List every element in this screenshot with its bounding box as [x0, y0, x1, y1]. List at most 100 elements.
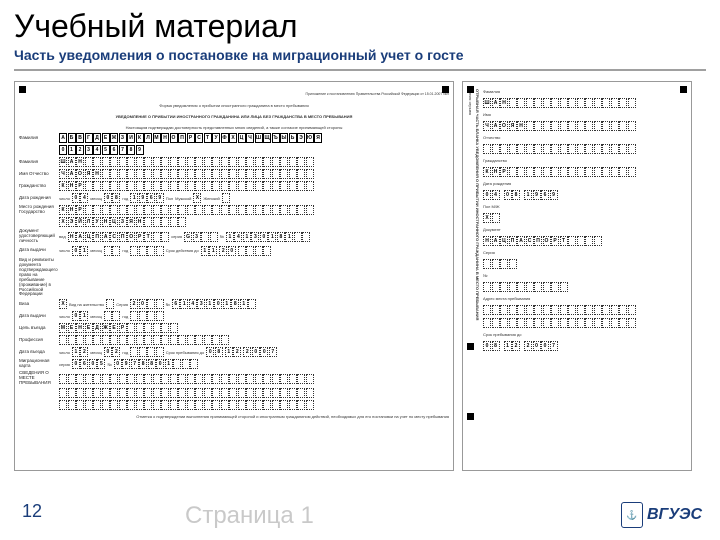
cell	[517, 144, 525, 154]
form-row: Дата рождениячисло04месяц08год1969ПолМуж…	[19, 193, 449, 203]
cell	[110, 388, 118, 398]
cell	[611, 305, 619, 315]
cell	[139, 311, 147, 321]
cell: 2	[243, 347, 251, 357]
option-label: Мужской	[175, 196, 191, 201]
cell	[577, 236, 585, 246]
cell	[119, 335, 127, 345]
segment-label: серия	[171, 234, 182, 239]
cell	[127, 157, 135, 167]
cell	[127, 205, 135, 215]
cell	[187, 335, 195, 345]
cell	[93, 388, 101, 398]
cell	[147, 299, 155, 309]
cell	[221, 374, 229, 384]
cell: А	[102, 232, 110, 242]
segment-label: месяц	[90, 196, 101, 201]
segment-label: год	[122, 196, 128, 201]
cell	[119, 157, 127, 167]
cell: А	[517, 236, 525, 246]
cell	[602, 144, 610, 154]
cell	[221, 388, 229, 398]
cell	[483, 318, 491, 328]
cell	[212, 169, 220, 179]
cell	[170, 157, 178, 167]
cell: X	[193, 193, 201, 203]
cell: 1	[180, 299, 188, 309]
cell	[127, 169, 135, 179]
cell	[229, 400, 237, 410]
cell: 0	[139, 299, 147, 309]
cell: Ц	[110, 217, 118, 227]
cell	[212, 374, 220, 384]
cell: 8	[492, 341, 500, 351]
cell: З	[119, 217, 127, 227]
right-label: Адрес места пребывания	[483, 296, 685, 301]
cell	[297, 388, 305, 398]
cell: Ч	[246, 133, 254, 143]
cell	[534, 282, 542, 292]
cell	[170, 169, 178, 179]
cell	[102, 400, 110, 410]
cell	[492, 144, 500, 154]
cell: О	[543, 236, 551, 246]
cell	[255, 388, 263, 398]
cell: 1	[223, 299, 231, 309]
cell: А	[68, 169, 76, 179]
cell	[161, 388, 169, 398]
cell	[577, 167, 585, 177]
cell	[526, 144, 534, 154]
cell	[272, 205, 280, 215]
cell: Ж	[102, 323, 110, 333]
cell: G	[184, 232, 192, 242]
cell	[560, 98, 568, 108]
cell	[280, 388, 288, 398]
cell	[602, 167, 610, 177]
cell	[551, 167, 559, 177]
cell	[289, 157, 297, 167]
cell: И	[127, 133, 135, 143]
cell	[255, 400, 263, 410]
cell	[144, 335, 152, 345]
cell: 9	[122, 359, 130, 369]
cell	[130, 246, 138, 256]
cell	[306, 205, 314, 215]
cell: 3	[197, 299, 205, 309]
cell: Л	[144, 133, 152, 143]
cell	[178, 157, 186, 167]
cell: 4	[234, 232, 242, 242]
cell	[59, 400, 67, 410]
cell	[85, 335, 93, 345]
logo-icon: ⚓	[621, 502, 643, 528]
cell: 0	[72, 193, 80, 203]
form-row: Профессия	[19, 335, 449, 345]
right-row: КНР	[483, 167, 685, 177]
cell: Ъ	[272, 133, 280, 143]
cell: Ц	[85, 232, 93, 242]
cell: П	[509, 236, 517, 246]
cell	[594, 236, 602, 246]
cell: 9	[550, 190, 558, 200]
cell	[500, 318, 508, 328]
cell	[212, 157, 220, 167]
cell	[534, 144, 542, 154]
cell	[619, 144, 627, 154]
cell: К	[136, 133, 144, 143]
cell	[255, 157, 263, 167]
cell: Е	[85, 323, 93, 333]
cell: 6	[541, 190, 549, 200]
cell: 0	[114, 359, 122, 369]
cell: П	[178, 133, 186, 143]
cell	[127, 400, 135, 410]
right-label: Пол М/Ж	[483, 204, 685, 209]
cell	[76, 374, 84, 384]
logo: ⚓ ВГУЭС	[621, 502, 702, 528]
cell	[221, 169, 229, 179]
page-title: Учебный материал	[0, 0, 720, 47]
cell	[526, 318, 534, 328]
cell	[182, 359, 190, 369]
cell	[568, 121, 576, 131]
marker-icon	[19, 86, 26, 93]
cell	[263, 400, 271, 410]
cell	[221, 205, 229, 215]
